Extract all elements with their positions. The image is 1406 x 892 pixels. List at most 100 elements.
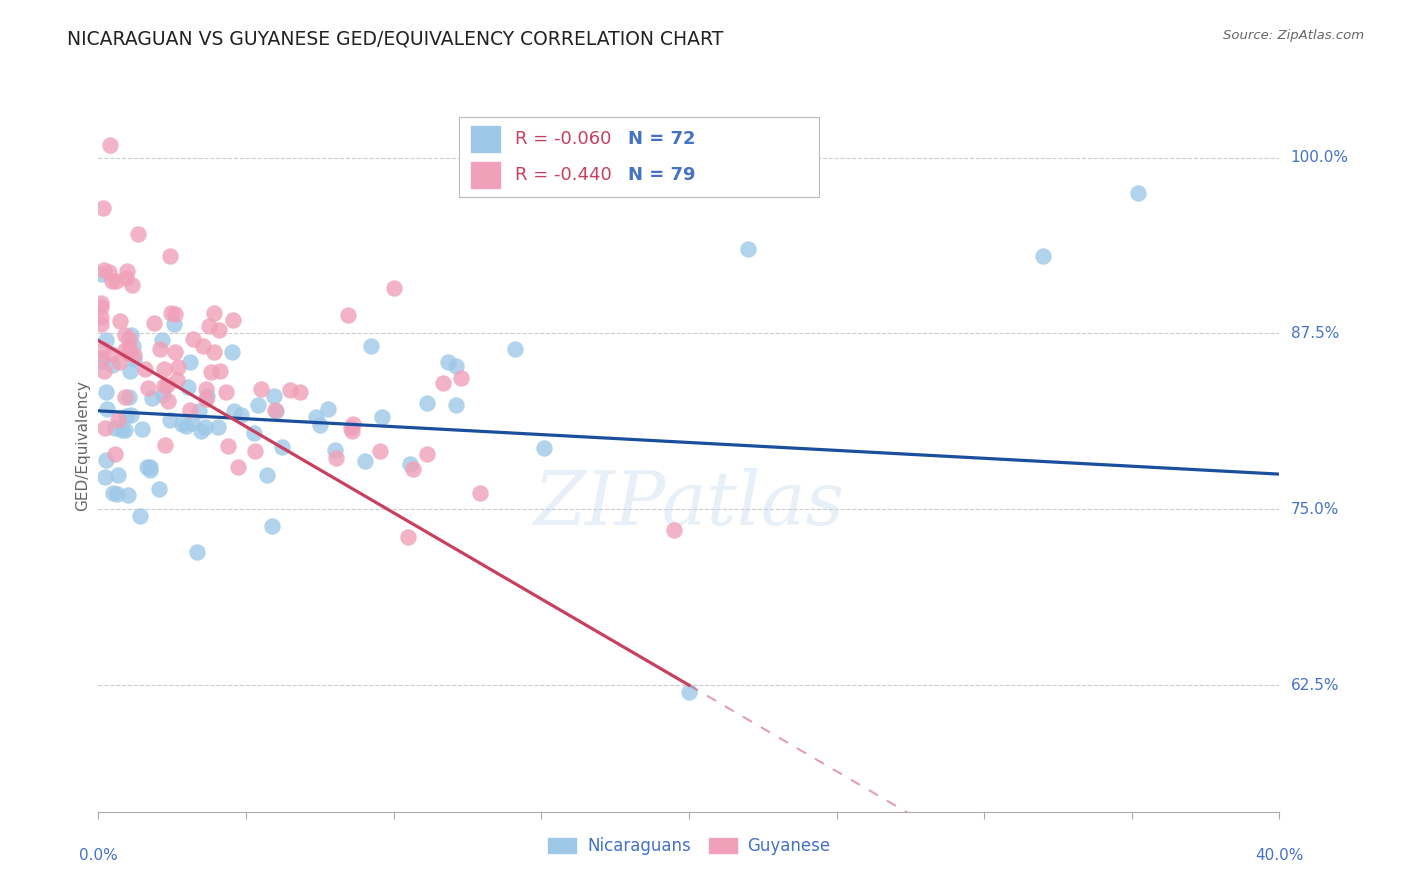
Point xyxy=(250,382,273,396)
Point xyxy=(105,487,128,501)
Point xyxy=(159,413,181,427)
Point xyxy=(271,441,294,455)
Point xyxy=(127,227,149,242)
Text: 0.0%: 0.0% xyxy=(79,847,118,863)
Point xyxy=(150,334,173,348)
Point xyxy=(94,421,117,435)
Point xyxy=(90,310,112,324)
Point xyxy=(122,348,145,362)
Point xyxy=(141,391,163,405)
Point xyxy=(153,379,176,393)
Point xyxy=(325,450,347,465)
Point xyxy=(100,347,122,361)
Text: NICARAGUAN VS GUYANESE GED/EQUIVALENCY CORRELATION CHART: NICARAGUAN VS GUYANESE GED/EQUIVALENCY C… xyxy=(67,29,724,48)
Point xyxy=(159,249,181,263)
Point xyxy=(195,392,218,406)
FancyBboxPatch shape xyxy=(471,161,501,189)
Point xyxy=(94,469,117,483)
Text: 100.0%: 100.0% xyxy=(1291,150,1348,165)
Text: ZIPatlas: ZIPatlas xyxy=(533,468,845,541)
Point xyxy=(179,355,201,369)
Point xyxy=(138,381,160,395)
Point xyxy=(215,385,238,400)
Point xyxy=(263,389,285,403)
Point xyxy=(198,318,221,333)
Point xyxy=(202,345,225,359)
Point xyxy=(221,344,243,359)
Point xyxy=(93,263,115,277)
Point xyxy=(402,462,425,476)
Text: 75.0%: 75.0% xyxy=(1291,502,1339,516)
Point xyxy=(222,404,245,418)
Point xyxy=(90,317,112,331)
Point xyxy=(398,530,420,544)
Point xyxy=(172,417,194,432)
Point xyxy=(90,351,112,365)
Point xyxy=(90,296,112,310)
Point xyxy=(115,271,138,285)
Point xyxy=(101,274,124,288)
Text: R = -0.060: R = -0.060 xyxy=(516,130,612,148)
Point xyxy=(148,483,170,497)
Point xyxy=(353,453,375,467)
Point xyxy=(194,419,217,434)
Point xyxy=(90,300,112,314)
Point xyxy=(104,274,127,288)
Point xyxy=(152,387,174,401)
Point xyxy=(138,463,160,477)
Point xyxy=(217,439,239,453)
Point xyxy=(114,409,136,423)
Point xyxy=(256,467,278,482)
Point xyxy=(90,354,112,368)
Point xyxy=(264,403,287,417)
Point xyxy=(207,419,229,434)
Point xyxy=(117,331,139,345)
Point xyxy=(416,396,439,410)
Point xyxy=(163,317,186,331)
Point xyxy=(246,398,269,412)
Point xyxy=(398,457,420,471)
Point xyxy=(91,342,114,356)
Point xyxy=(193,339,215,353)
Point xyxy=(181,417,204,431)
Text: N = 72: N = 72 xyxy=(627,130,695,148)
Point xyxy=(190,424,212,438)
Point xyxy=(129,508,152,523)
Point xyxy=(114,391,136,405)
Point xyxy=(163,345,186,359)
Point xyxy=(131,422,153,436)
Point xyxy=(432,376,454,390)
Point xyxy=(177,380,200,394)
Point xyxy=(181,333,204,347)
Point xyxy=(118,390,141,404)
Point xyxy=(108,313,131,327)
Point xyxy=(107,413,129,427)
Point xyxy=(152,362,174,376)
Point xyxy=(90,267,112,281)
Point xyxy=(186,545,208,559)
Point xyxy=(96,452,118,467)
Point xyxy=(111,423,134,437)
Point xyxy=(118,340,141,354)
Point xyxy=(122,339,145,353)
Legend: Nicaraguans, Guyanese: Nicaraguans, Guyanese xyxy=(540,830,838,862)
Point xyxy=(444,359,467,374)
Point xyxy=(533,441,555,455)
Point xyxy=(222,313,245,327)
Point xyxy=(288,385,311,400)
FancyBboxPatch shape xyxy=(471,125,501,153)
Point xyxy=(104,421,127,435)
Point xyxy=(156,377,179,392)
Point xyxy=(678,685,700,699)
Point xyxy=(226,460,249,475)
Point xyxy=(208,323,231,337)
Point xyxy=(305,409,328,424)
Point xyxy=(134,361,156,376)
Point xyxy=(342,417,364,431)
FancyBboxPatch shape xyxy=(458,117,818,197)
Point xyxy=(160,306,183,320)
Point xyxy=(208,364,231,378)
Text: 87.5%: 87.5% xyxy=(1291,326,1339,341)
Point xyxy=(94,333,117,347)
Text: N = 79: N = 79 xyxy=(627,167,695,185)
